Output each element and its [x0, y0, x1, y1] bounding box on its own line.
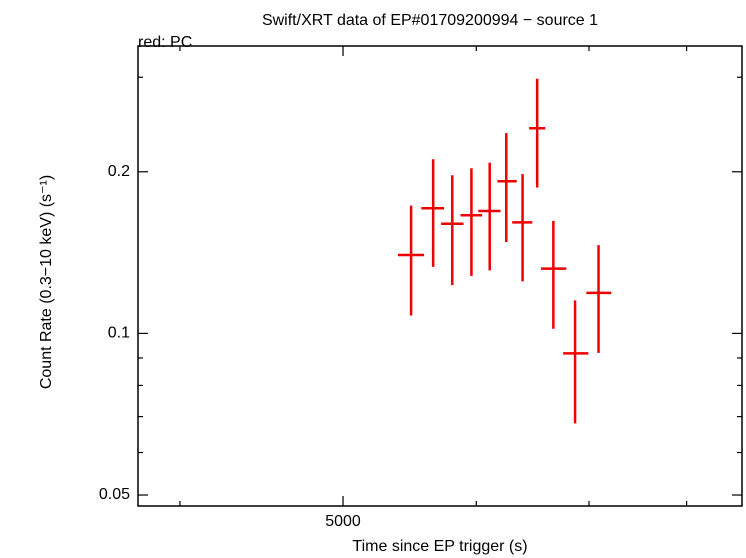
- chart-subtitle: red: PC: [138, 34, 192, 51]
- y-axis-label: Count Rate (0.3−10 keV) (s⁻¹): [38, 175, 55, 389]
- y-tick-label: 0.2: [108, 163, 130, 180]
- y-tick-label: 0.1: [108, 325, 130, 342]
- chart-title: Swift/XRT data of EP#01709200994 − sourc…: [262, 12, 598, 29]
- y-tick-label: 0.05: [99, 486, 130, 503]
- x-tick-label: 5000: [325, 513, 361, 530]
- x-axis-label: Time since EP trigger (s): [352, 538, 527, 555]
- plot-frame: [137, 45, 743, 507]
